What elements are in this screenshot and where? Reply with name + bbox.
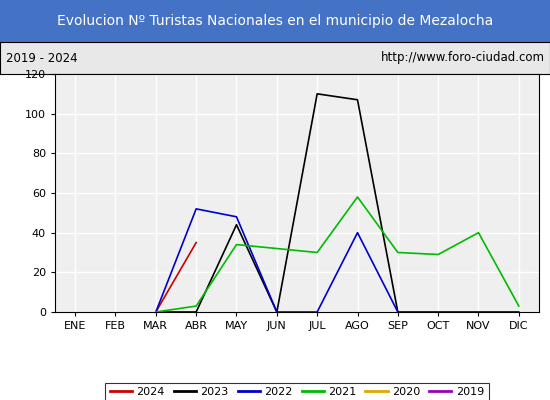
Text: http://www.foro-ciudad.com: http://www.foro-ciudad.com (381, 52, 544, 64)
Legend: 2024, 2023, 2022, 2021, 2020, 2019: 2024, 2023, 2022, 2021, 2020, 2019 (106, 383, 488, 400)
Text: Evolucion Nº Turistas Nacionales en el municipio de Mezalocha: Evolucion Nº Turistas Nacionales en el m… (57, 14, 493, 28)
Text: 2019 - 2024: 2019 - 2024 (6, 52, 77, 64)
